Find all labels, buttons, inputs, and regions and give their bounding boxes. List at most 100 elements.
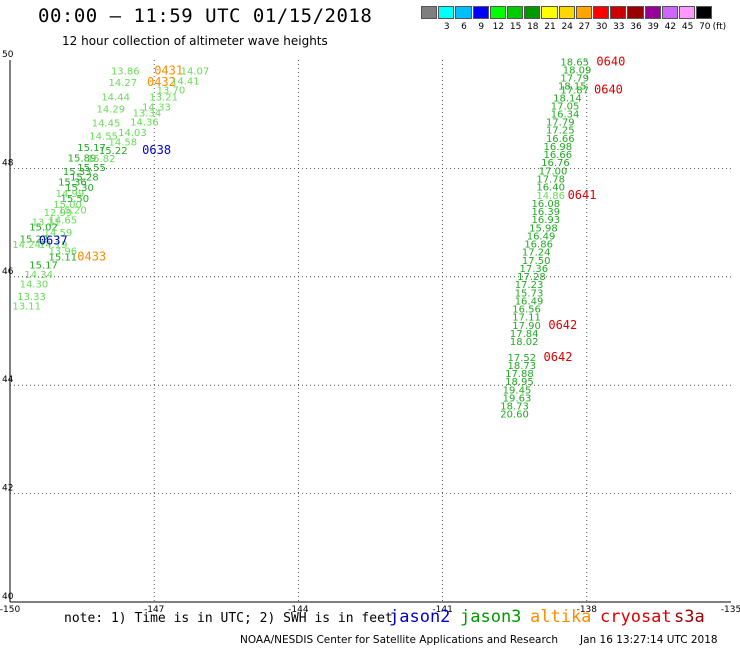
scale-label: 6: [461, 22, 467, 32]
scale-swatch: [541, 6, 558, 19]
wave-height-value: 13.86: [111, 67, 140, 78]
scale-swatch: [421, 6, 438, 19]
scale-swatch: [661, 6, 678, 19]
pass-time-label: 0637: [39, 233, 68, 247]
scale-label: 30: [595, 22, 608, 32]
scale-label: 9: [478, 22, 485, 32]
wave-height-value: 14.07: [181, 67, 210, 78]
lon-tick-label: -147: [144, 605, 164, 615]
wave-height-value: 16.98: [544, 142, 573, 153]
wave-height-value: 15.89: [68, 153, 97, 164]
wave-height-value: 18.15: [558, 81, 587, 92]
wave-height-value: 18.02: [510, 337, 539, 348]
scale-label: 15: [509, 22, 522, 32]
scale-swatch: [558, 6, 575, 19]
scale-swatch: [507, 6, 524, 19]
map-subtitle: 12 hour collection of altimeter wave hei…: [62, 34, 328, 48]
wave-height-value: 16.49: [527, 231, 556, 242]
wave-height-value: 16.93: [532, 215, 561, 226]
wave-height-value: 15.82: [87, 154, 116, 165]
wave-height-value: 18.95: [505, 377, 534, 388]
wave-height-value: 16.39: [532, 207, 561, 218]
wave-height-value: 15.20: [58, 205, 87, 216]
wave-height-value: 14.34: [24, 270, 53, 281]
pass-time-label: 0642: [548, 318, 577, 332]
wave-height-value: 19.63: [503, 393, 532, 404]
scale-label: 36: [630, 22, 642, 32]
wave-height-value: 17.36: [520, 264, 549, 275]
wave-height-value: 15.28: [70, 172, 99, 183]
wave-height-value: 19.45: [503, 385, 532, 396]
lat-tick-label: 40: [2, 592, 14, 602]
wave-height-value: 14.03: [118, 128, 147, 139]
wave-height-value: 17.87: [560, 86, 589, 97]
lon-tick-label: -144: [288, 605, 309, 615]
satellite-s3a: s3a: [674, 607, 705, 627]
scale-unit: (ft): [712, 22, 727, 32]
wave-height-value: 17.25: [546, 126, 575, 137]
satellite-altika: altika: [530, 607, 592, 627]
scale-swatch: [489, 6, 506, 19]
wave-height-value: 15.11: [48, 253, 77, 264]
scale-swatch: [610, 6, 627, 19]
wave-height-value: 15.22: [20, 235, 49, 246]
wave-height-value: 14.58: [109, 138, 138, 149]
wave-height-value: 16.49: [515, 296, 544, 307]
pass-time-label: 0642: [544, 350, 573, 364]
satellite-cryosat: cryosat: [600, 607, 672, 627]
pass-time-label: 0640: [594, 83, 623, 97]
wave-height-value: 13.96: [48, 247, 77, 258]
scale-swatch: [455, 6, 472, 19]
wave-height-value: 14.30: [20, 280, 49, 291]
scale-label: 24: [561, 22, 573, 32]
wave-height-value: 17.88: [505, 369, 534, 380]
wave-height-value: 15.36: [58, 178, 87, 189]
wave-height-value: 18.73: [500, 402, 529, 413]
axis-ticks: -150 -147 -144 -141 -138 -135 50 48 46 44 42 40: [0, 50, 740, 615]
wave-height-value: 17.05: [551, 101, 580, 112]
wave-height-value: 14.45: [92, 119, 121, 130]
wave-height-value: 14.33: [142, 102, 171, 113]
pass-time-label: 0638: [142, 143, 171, 157]
wave-height-value: 16.76: [541, 158, 570, 169]
scale-label: 33: [613, 22, 625, 32]
satellite-jason2: jason2: [389, 607, 451, 627]
wave-height-value: 15.33: [63, 167, 92, 178]
wave-height-value: 17.79: [546, 118, 575, 129]
scale-label: 39: [647, 22, 659, 32]
wave-height-value: 15.17: [77, 143, 106, 154]
scale-swatch: [696, 6, 713, 19]
scale-label: 42: [664, 22, 677, 32]
wave-height-value: 15.30: [65, 183, 94, 194]
wave-height-value: 16.56: [512, 305, 541, 316]
wave-height-value: 14.99: [56, 189, 85, 200]
wave-height-value: 17.52: [507, 353, 536, 364]
lon-tick-label: -138: [577, 605, 598, 615]
lat-tick-label: 42: [2, 484, 13, 494]
scale-swatch: [472, 6, 489, 19]
wave-height-value: 17.90: [512, 321, 541, 332]
wave-height-value: 17.79: [560, 74, 589, 85]
wave-height-value: 15.17: [29, 261, 58, 272]
wave-height-value: 15.02: [29, 223, 58, 234]
pass-time-label: 0433: [77, 250, 106, 264]
wave-height-value: 17.50: [522, 256, 551, 267]
wave-height-value: 16.86: [524, 240, 553, 251]
wave-height-value: 14.29: [97, 105, 126, 116]
wave-height-value: 17.78: [536, 174, 565, 185]
scale-label: 70: [699, 22, 711, 32]
wave-height-value: 16.40: [536, 183, 565, 194]
map-grid: [10, 60, 731, 602]
wave-height-value: 12.99: [44, 208, 73, 219]
wave-height-value: 17.11: [512, 313, 541, 324]
wave-height-value: 16.08: [532, 199, 561, 210]
wave-height-value: 13.11: [32, 217, 61, 228]
scale-swatch: [593, 6, 610, 19]
footer-note: note: 1) Time is in UTC; 2) SWH is in fe…: [64, 611, 393, 626]
lon-tick-label: -135: [721, 605, 740, 615]
satellite-jason3: jason3: [460, 607, 522, 627]
scale-label: 27: [578, 22, 591, 32]
pass-time-label: 0641: [568, 188, 597, 202]
wave-height-value: 18.14: [553, 94, 582, 105]
